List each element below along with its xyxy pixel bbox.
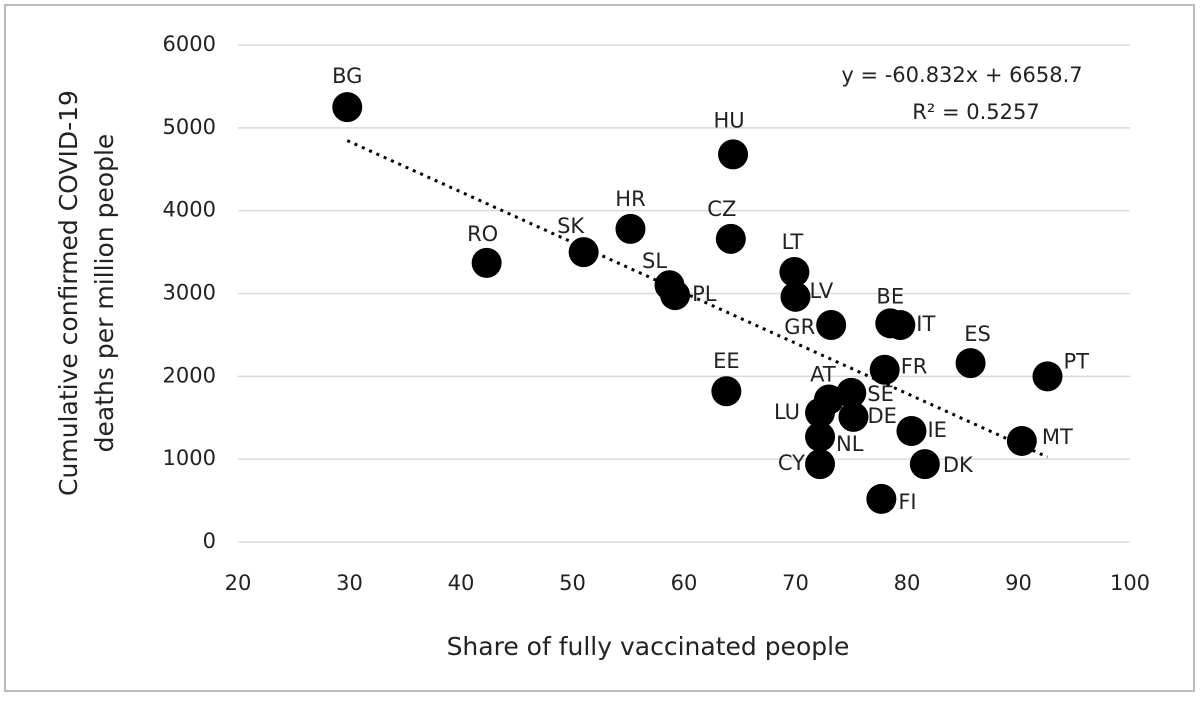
x-tick-label: 30 bbox=[336, 571, 363, 595]
point bbox=[780, 281, 811, 312]
point bbox=[332, 92, 363, 123]
point bbox=[471, 247, 502, 278]
point-label: MT bbox=[1042, 425, 1073, 449]
point bbox=[568, 237, 599, 268]
x-tick-label: 100 bbox=[1110, 571, 1150, 595]
point bbox=[909, 449, 940, 480]
x-tick-label: 40 bbox=[448, 571, 475, 595]
point bbox=[1032, 361, 1063, 392]
y-tick-label: 6000 bbox=[163, 32, 216, 56]
point-label: PL bbox=[692, 282, 717, 306]
point bbox=[838, 401, 869, 432]
point-label: AT bbox=[810, 363, 836, 387]
point bbox=[816, 309, 847, 340]
point-label: NL bbox=[836, 432, 864, 456]
x-tick-label: 50 bbox=[559, 571, 586, 595]
point-label: IT bbox=[916, 312, 935, 336]
y-axis-title: deaths per million people bbox=[90, 134, 119, 453]
y-tick-label: 3000 bbox=[163, 281, 216, 305]
point bbox=[885, 309, 916, 340]
trend-line bbox=[346, 139, 1049, 459]
point-label: FI bbox=[898, 490, 916, 514]
point-label: DE bbox=[867, 404, 896, 428]
point bbox=[718, 139, 749, 170]
point-label: FR bbox=[901, 355, 928, 379]
point-label: LT bbox=[782, 230, 804, 254]
point bbox=[869, 354, 900, 385]
x-tick-label: 80 bbox=[894, 571, 921, 595]
chart-frame bbox=[4, 4, 1195, 692]
x-tick-label: 90 bbox=[1005, 571, 1032, 595]
point bbox=[896, 416, 927, 447]
point-label: RO bbox=[467, 222, 498, 246]
x-tick-label: 20 bbox=[225, 571, 252, 595]
point bbox=[660, 280, 691, 311]
point-label: SK bbox=[557, 214, 585, 238]
point bbox=[615, 213, 646, 244]
point bbox=[715, 223, 746, 254]
point bbox=[836, 377, 867, 408]
point-label: CZ bbox=[707, 197, 736, 221]
trend-r2: R² = 0.5257 bbox=[912, 100, 1039, 124]
point bbox=[711, 376, 742, 407]
point-label: HR bbox=[615, 187, 645, 211]
point bbox=[955, 348, 986, 379]
y-tick-label: 0 bbox=[203, 529, 216, 553]
y-tick-label: 4000 bbox=[163, 198, 216, 222]
point-label: HU bbox=[713, 108, 744, 132]
point bbox=[805, 421, 836, 452]
y-tick-label: 1000 bbox=[163, 446, 216, 470]
point-label: BE bbox=[876, 284, 904, 308]
point-label: CY bbox=[778, 451, 805, 475]
point bbox=[805, 449, 836, 480]
point-label: PT bbox=[1063, 349, 1089, 373]
point-label: EE bbox=[713, 349, 740, 373]
point-label: DK bbox=[943, 453, 974, 477]
point-label: LU bbox=[774, 400, 800, 424]
point bbox=[779, 256, 810, 287]
point-label: GR bbox=[784, 315, 815, 339]
point bbox=[866, 483, 897, 514]
point-label: ES bbox=[964, 322, 991, 346]
point-label: LV bbox=[810, 279, 834, 303]
point-label: SE bbox=[867, 382, 894, 406]
y-axis-title: Cumulative confirmed COVID-19 bbox=[54, 90, 83, 496]
x-tick-label: 70 bbox=[782, 571, 809, 595]
x-tick-label: 60 bbox=[671, 571, 698, 595]
point bbox=[1006, 425, 1037, 456]
y-tick-label: 2000 bbox=[163, 363, 216, 387]
point-label: SL bbox=[642, 249, 667, 273]
trend-equation: y = -60.832x + 6658.7 bbox=[841, 63, 1082, 87]
y-tick-label: 5000 bbox=[163, 115, 216, 139]
point-label: IE bbox=[927, 418, 946, 442]
point bbox=[805, 397, 836, 428]
x-axis-title: Share of fully vaccinated people bbox=[447, 632, 850, 661]
point-label: BG bbox=[332, 64, 362, 88]
